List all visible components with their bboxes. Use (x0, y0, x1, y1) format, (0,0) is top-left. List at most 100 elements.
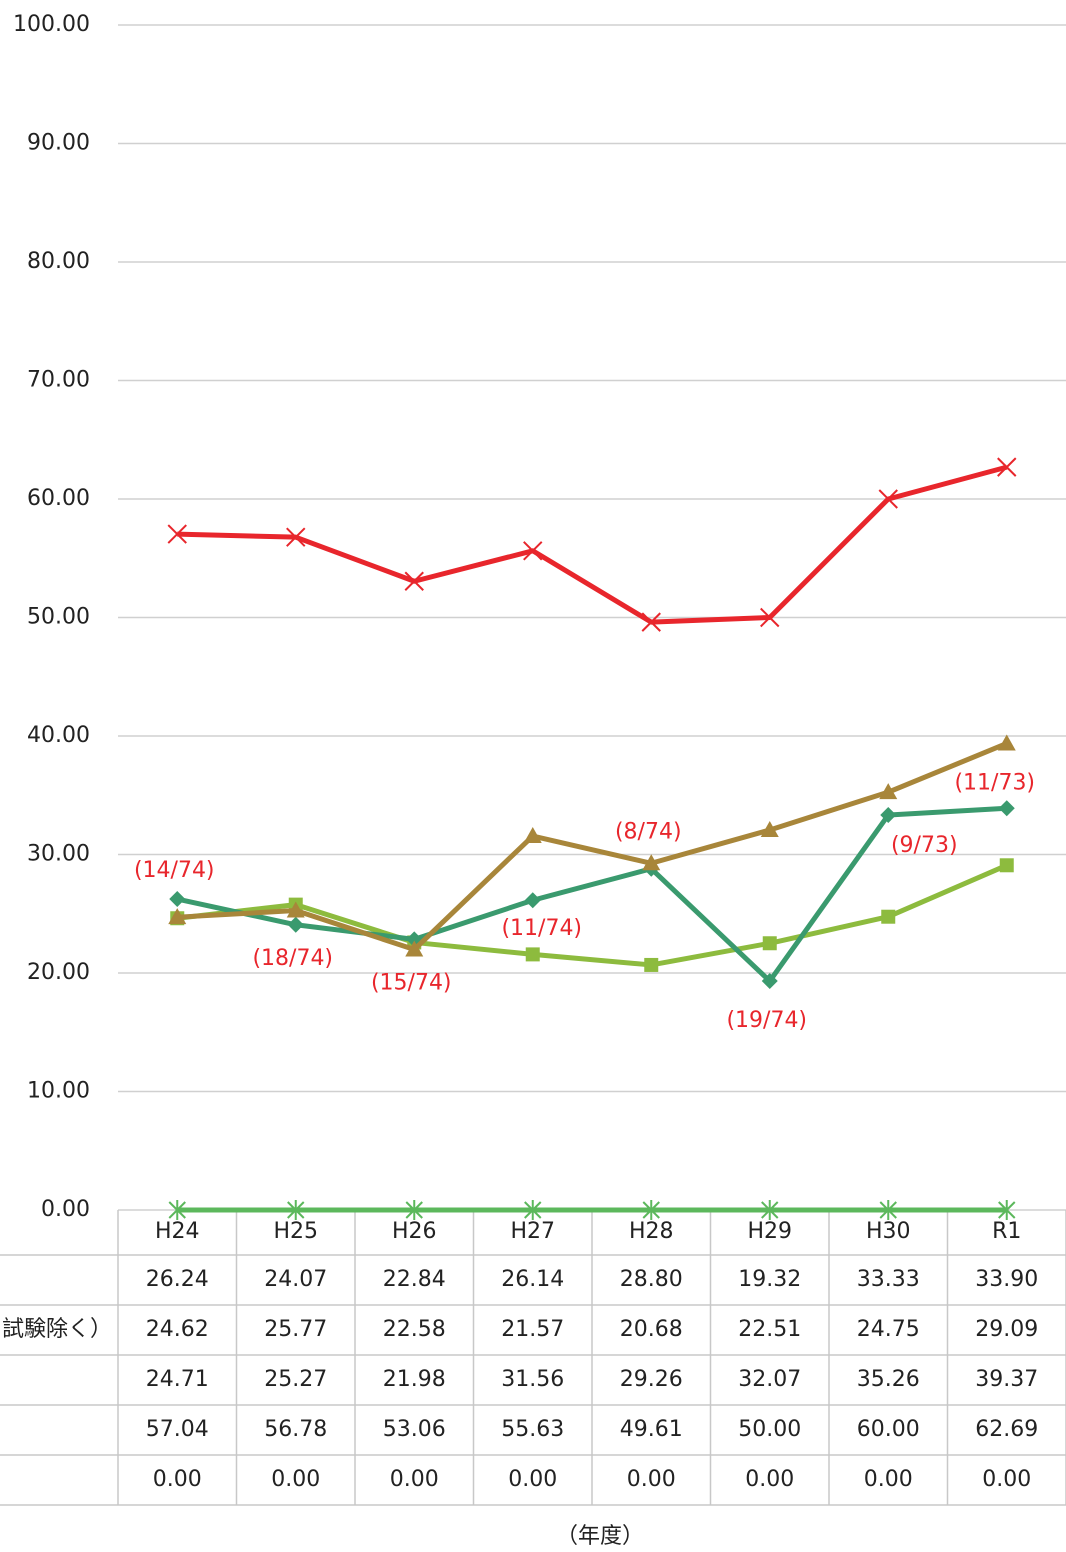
table-cell: 32.07 (738, 1367, 801, 1392)
table-cell: 26.14 (501, 1267, 564, 1292)
table-cell: 22.51 (738, 1317, 801, 1342)
annotation: (15/74) (371, 970, 452, 995)
table-cell: 28.80 (620, 1267, 683, 1292)
x-tick-label: H30 (866, 1219, 911, 1244)
table-cell: 62.69 (975, 1417, 1038, 1442)
table-cell: 56.78 (264, 1417, 327, 1442)
table-cell: 25.77 (264, 1317, 327, 1342)
x-tick-label: H29 (747, 1219, 792, 1244)
x-tick-label: H24 (155, 1219, 200, 1244)
marker (761, 1200, 779, 1220)
marker (878, 489, 898, 509)
table-cell: 0.00 (864, 1467, 913, 1492)
marker (524, 1200, 542, 1220)
table-cell: 0.00 (508, 1467, 557, 1492)
table-cell: 0.00 (153, 1467, 202, 1492)
x-tick-label: H27 (510, 1219, 555, 1244)
table-cell: 0.00 (745, 1467, 794, 1492)
y-tick-label: 50.00 (27, 605, 90, 630)
marker (760, 820, 779, 837)
marker (879, 783, 898, 800)
marker (169, 891, 186, 908)
table-cell: 24.75 (857, 1317, 920, 1342)
annotation: (14/74) (134, 858, 215, 883)
table-cell: 24.71 (146, 1367, 209, 1392)
marker (405, 940, 424, 957)
table-cell: 49.61 (620, 1417, 683, 1442)
annotation: (11/73) (954, 770, 1035, 795)
table-cell: 0.00 (982, 1467, 1031, 1492)
x-tick-label: R1 (992, 1219, 1021, 1244)
row-label: 試験除く） (2, 1317, 112, 1342)
table-cell: 57.04 (146, 1417, 209, 1442)
x-tick-label: H26 (392, 1219, 437, 1244)
table-cell: 22.58 (383, 1317, 446, 1342)
annotation: (18/74) (252, 946, 333, 971)
annotation: (9/73) (891, 833, 958, 858)
y-tick-label: 20.00 (27, 960, 90, 985)
marker (642, 854, 661, 871)
marker (286, 901, 305, 918)
marker (523, 827, 542, 844)
marker (404, 571, 424, 591)
marker (881, 909, 896, 924)
marker (997, 734, 1016, 751)
marker (997, 457, 1017, 477)
table-cell: 29.26 (620, 1367, 683, 1392)
table-cell: 25.27 (264, 1367, 327, 1392)
table-cell: 26.24 (146, 1267, 209, 1292)
series-line (176, 862, 1008, 968)
marker (642, 1200, 660, 1220)
series-line (176, 805, 1007, 984)
marker (286, 527, 306, 547)
annotation: (11/74) (501, 916, 582, 941)
table-cell: 31.56 (501, 1367, 564, 1392)
marker (999, 858, 1014, 873)
series-line (177, 464, 1008, 625)
table-cell: 53.06 (383, 1417, 446, 1442)
marker (287, 916, 304, 933)
table-cell: 55.63 (501, 1417, 564, 1442)
table-cell: 20.68 (620, 1317, 683, 1342)
marker (525, 947, 540, 962)
y-tick-label: 10.00 (27, 1079, 90, 1104)
y-tick-label: 60.00 (27, 486, 90, 511)
table-cell: 19.32 (738, 1267, 801, 1292)
marker (524, 892, 541, 909)
marker (167, 524, 187, 544)
y-tick-label: 0.00 (41, 1197, 90, 1222)
annotation: (8/74) (615, 820, 682, 845)
marker (168, 908, 187, 925)
marker (641, 612, 661, 632)
table-cell: 33.33 (857, 1267, 920, 1292)
marker (998, 1200, 1016, 1220)
series-line (177, 741, 1008, 953)
table-cell: 24.07 (264, 1267, 327, 1292)
table-cell: 29.09 (975, 1317, 1038, 1342)
table-cell: 39.37 (975, 1367, 1038, 1392)
marker (760, 607, 780, 628)
marker (761, 973, 778, 990)
marker (168, 1200, 186, 1220)
table-cell: 21.98 (383, 1367, 446, 1392)
table-cell: 0.00 (390, 1467, 439, 1492)
marker (880, 807, 897, 824)
y-tick-label: 30.00 (27, 842, 90, 867)
table-cell: 0.00 (271, 1467, 320, 1492)
annotation: (19/74) (726, 1008, 807, 1033)
table-cell: 60.00 (857, 1417, 920, 1442)
y-tick-label: 40.00 (27, 723, 90, 748)
y-tick-label: 100.00 (13, 12, 90, 37)
table-cell: 22.84 (383, 1267, 446, 1292)
table-cell: 35.26 (857, 1367, 920, 1392)
table-cell: 0.00 (627, 1467, 676, 1492)
marker (523, 541, 543, 561)
x-tick-label: H28 (629, 1219, 674, 1244)
marker (405, 1200, 423, 1220)
table-cell: 50.00 (738, 1417, 801, 1442)
marker (644, 957, 659, 972)
table-cell: 33.90 (975, 1267, 1038, 1292)
table-cell: 21.57 (501, 1317, 564, 1342)
